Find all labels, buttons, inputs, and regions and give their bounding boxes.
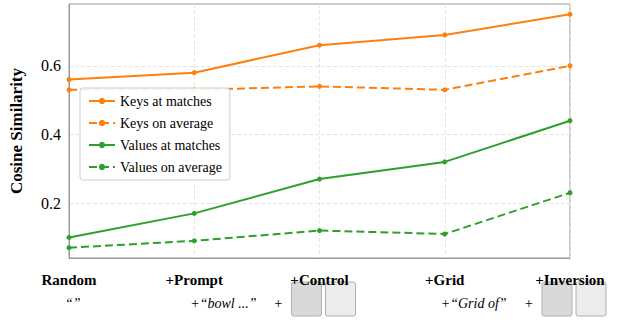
svg-text:Values at matches: Values at matches: [120, 138, 220, 153]
svg-text:+Prompt: +Prompt: [166, 272, 223, 288]
svg-text:“”: “”: [65, 296, 81, 311]
svg-text:Keys at matches: Keys at matches: [120, 94, 212, 109]
svg-text:Cosine Similarity: Cosine Similarity: [7, 67, 26, 194]
svg-text:Random: Random: [41, 272, 97, 288]
svg-text:0.4: 0.4: [41, 126, 61, 143]
svg-text:Keys on average: Keys on average: [120, 116, 213, 131]
svg-text:+“Grid of”: +“Grid of”: [441, 296, 507, 311]
svg-text:0.2: 0.2: [41, 195, 61, 212]
svg-text:+Control: +Control: [290, 272, 348, 288]
svg-text:+Grid: +Grid: [425, 272, 465, 288]
svg-text:Values on average: Values on average: [120, 160, 222, 175]
svg-text:+“bowl ...”: +“bowl ...”: [190, 296, 256, 311]
svg-text:+: +: [524, 296, 533, 311]
svg-text:0.6: 0.6: [41, 57, 61, 74]
svg-text:+Inversion: +Inversion: [535, 272, 605, 288]
svg-text:+: +: [274, 296, 283, 311]
